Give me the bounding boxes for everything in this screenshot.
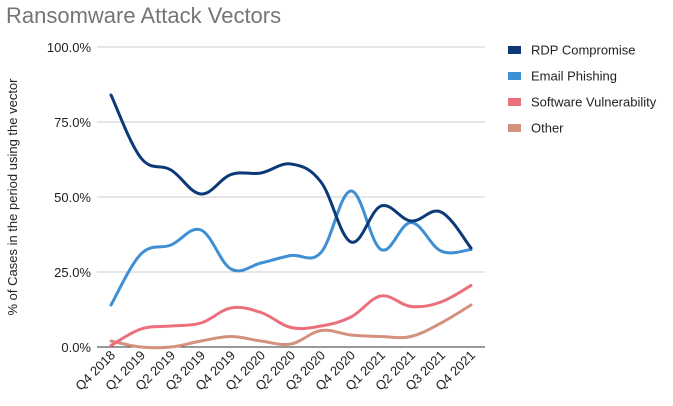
y-axis-ticks: 0.0% 25.0% 50.0% 75.0% 100.0% bbox=[47, 40, 92, 355]
legend-item-email-phishing: Email Phishing bbox=[508, 69, 617, 84]
y-axis-label: % of Cases in the period using the vecto… bbox=[5, 78, 20, 316]
legend-item-rdp-compromise: RDP Compromise bbox=[508, 43, 636, 58]
legend-item-software-vulnerability: Software Vulnerability bbox=[508, 95, 657, 110]
y-tick-label: 100.0% bbox=[47, 40, 92, 55]
legend-item-other: Other bbox=[508, 121, 564, 136]
legend-swatch bbox=[508, 46, 521, 54]
legend: RDP Compromise Email Phishing Software Vul… bbox=[508, 43, 657, 136]
legend-label: Other bbox=[531, 121, 564, 136]
series-line-other bbox=[109, 303, 473, 350]
y-tick-label: 75.0% bbox=[54, 115, 91, 130]
series-lines bbox=[109, 93, 473, 350]
legend-label: Software Vulnerability bbox=[531, 95, 657, 110]
y-tick-label: 0.0% bbox=[61, 340, 91, 355]
legend-label: Email Phishing bbox=[531, 69, 617, 84]
chart-title: Ransomware Attack Vectors bbox=[6, 3, 281, 28]
legend-swatch bbox=[508, 72, 521, 80]
y-tick-label: 25.0% bbox=[54, 265, 91, 280]
series-line-software-vulnerability bbox=[109, 284, 473, 347]
legend-swatch bbox=[508, 98, 521, 106]
legend-label: RDP Compromise bbox=[531, 43, 636, 58]
legend-swatch bbox=[508, 124, 521, 132]
gridlines bbox=[97, 46, 485, 348]
series-line-email-phishing bbox=[109, 189, 473, 307]
series-line-rdp-compromise bbox=[109, 93, 473, 250]
y-tick-label: 50.0% bbox=[54, 190, 91, 205]
